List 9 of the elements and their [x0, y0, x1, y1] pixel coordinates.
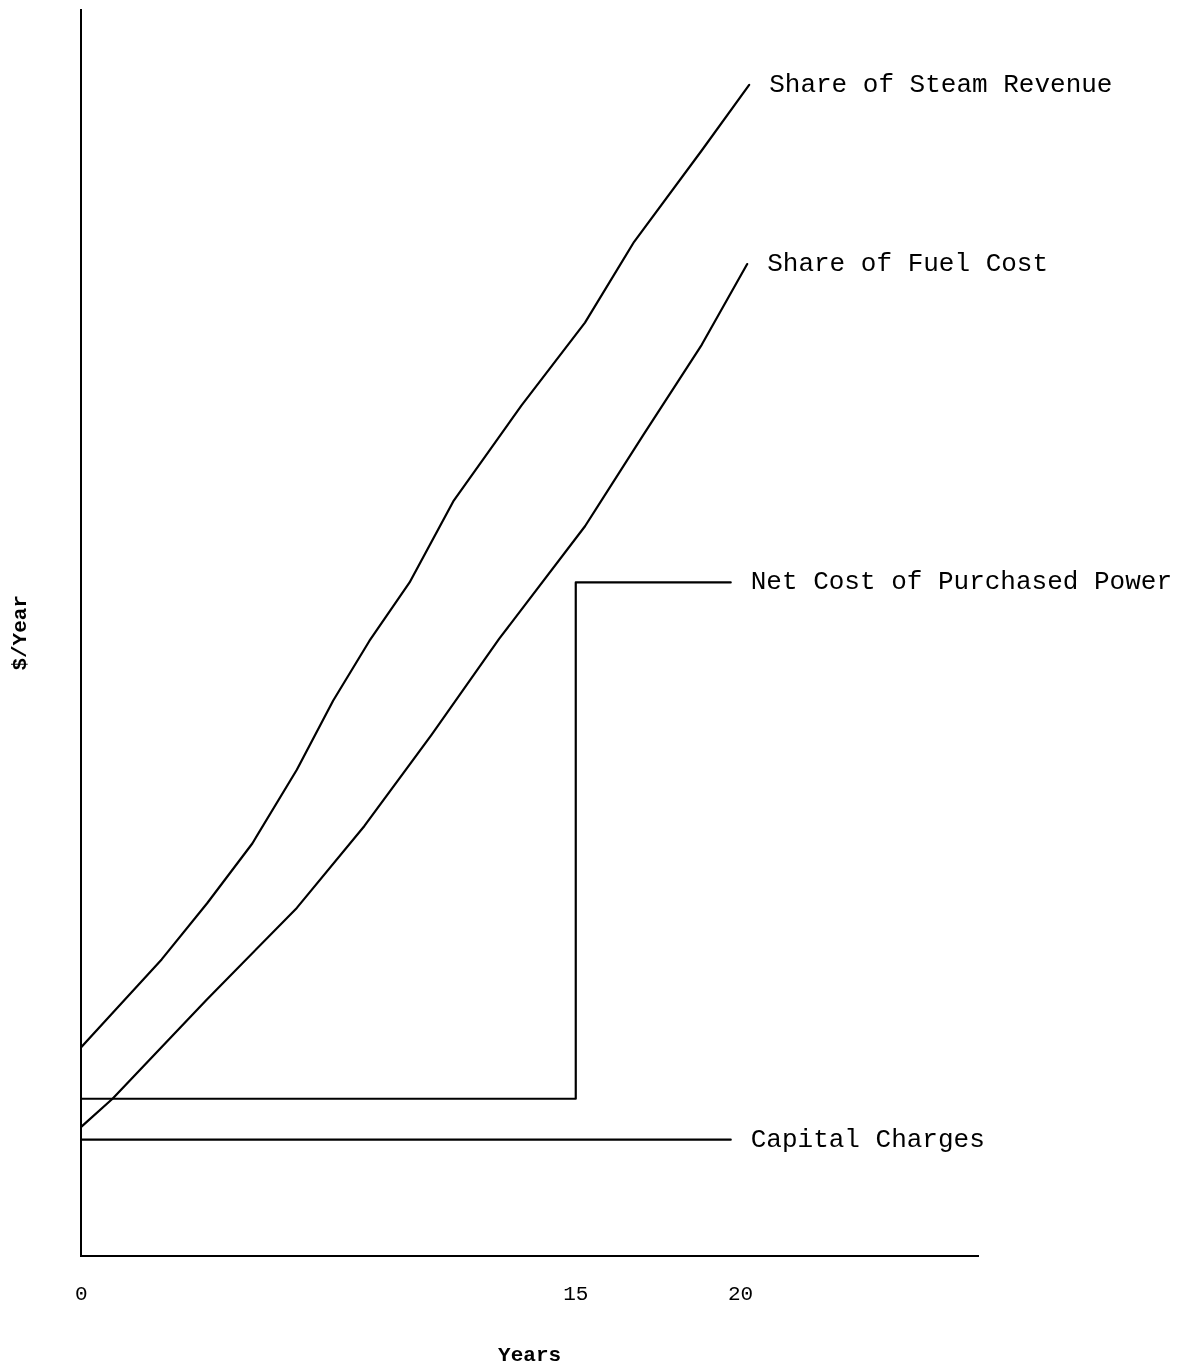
series-label: Capital Charges [750, 1124, 985, 1155]
x-tick-label: 15 [563, 1282, 589, 1306]
x-tick-label: 20 [728, 1282, 754, 1306]
series-label: Net Cost of Purchased Power [750, 567, 1172, 598]
x-tick-label: 0 [74, 1282, 88, 1306]
series-label: Share of Fuel Cost [767, 248, 1049, 279]
series-label: Share of Steam Revenue [769, 69, 1113, 100]
x-axis-title: Years [498, 1343, 562, 1367]
y-axis-title: $/Year [8, 594, 32, 671]
